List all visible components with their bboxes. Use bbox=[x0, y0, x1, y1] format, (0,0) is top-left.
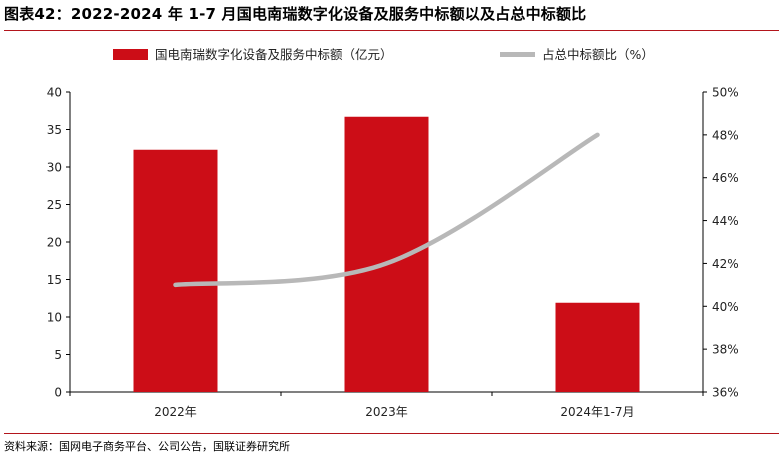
chart-title: 图表42：2022-2024 年 1-7 月国电南瑞数字化设备及服务中标额以及占… bbox=[4, 5, 587, 23]
legend-bar-swatch bbox=[113, 49, 148, 60]
y-right-tick-label: 44% bbox=[712, 214, 739, 228]
bar bbox=[555, 302, 640, 392]
y-right-tick-label: 46% bbox=[712, 171, 739, 185]
bar bbox=[133, 149, 218, 392]
x-tick-label: 2023年 bbox=[365, 405, 408, 419]
legend-bar-label: 国电南瑞数字化设备及服务中标额（亿元） bbox=[155, 47, 393, 62]
title-divider bbox=[4, 30, 779, 31]
y-left-tick-label: 15 bbox=[47, 273, 62, 287]
source-note: 资料来源：国网电子商务平台、公司公告，国联证券研究所 bbox=[4, 440, 290, 453]
y-right-tick-label: 50% bbox=[712, 86, 739, 100]
bar-series bbox=[133, 116, 640, 392]
x-tick-label: 2024年1-7月 bbox=[560, 405, 634, 419]
series-line bbox=[173, 132, 600, 288]
source-divider bbox=[4, 433, 779, 434]
y-right-tick-label: 48% bbox=[712, 128, 739, 142]
y-left-tick-label: 5 bbox=[54, 348, 62, 362]
line-series bbox=[173, 132, 600, 288]
y-right-tick-label: 36% bbox=[712, 386, 739, 400]
y-right-tick-label: 40% bbox=[712, 300, 739, 314]
legend-line-label: 占总中标额比（%） bbox=[542, 47, 654, 62]
y-left-tick-label: 30 bbox=[47, 161, 62, 175]
legend: 国电南瑞数字化设备及服务中标额（亿元） 占总中标额比（%） bbox=[113, 47, 654, 62]
y-left-tick-label: 25 bbox=[47, 198, 62, 212]
y-left-tick-label: 0 bbox=[54, 386, 62, 400]
y-left-tick-label: 10 bbox=[47, 311, 62, 325]
y-right-tick-label: 42% bbox=[712, 257, 739, 271]
y-left-tick-label: 40 bbox=[47, 86, 62, 100]
bar bbox=[344, 116, 429, 392]
x-tick-label: 2022年 bbox=[154, 405, 197, 419]
tick-labels: 0 5 10 15 20 25 30 35 40 36% 38% 40% 42% 44% 46% 48% 50%… bbox=[47, 86, 739, 420]
y-left-tick-label: 35 bbox=[47, 123, 62, 137]
y-left-tick-label: 20 bbox=[47, 236, 62, 250]
y-right-tick-label: 38% bbox=[712, 343, 739, 357]
